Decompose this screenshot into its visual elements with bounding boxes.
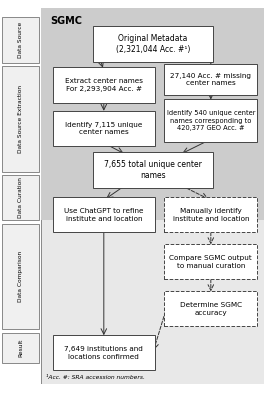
FancyBboxPatch shape [2,18,39,62]
Text: Manually identify
institute and location: Manually identify institute and location [172,208,249,222]
FancyBboxPatch shape [53,111,155,146]
FancyBboxPatch shape [53,68,155,103]
Text: Original Metadata
(2,321,044 Acc. #¹): Original Metadata (2,321,044 Acc. #¹) [116,34,190,54]
FancyBboxPatch shape [41,8,264,384]
FancyBboxPatch shape [2,175,39,220]
FancyBboxPatch shape [164,291,257,326]
Text: Identify 7,115 unique
center names: Identify 7,115 unique center names [65,122,143,135]
FancyBboxPatch shape [93,152,213,188]
FancyBboxPatch shape [164,244,257,280]
Text: Data Curation: Data Curation [18,178,23,218]
Text: 27,140 Acc. # missing
center names: 27,140 Acc. # missing center names [170,73,251,86]
Text: 7,649 institutions and
locations confirmed: 7,649 institutions and locations confirm… [64,346,143,360]
Text: Result: Result [18,339,23,358]
Text: Identify 540 unique center
names corresponding to
420,377 GEO Acc. #: Identify 540 unique center names corresp… [167,110,255,131]
FancyBboxPatch shape [2,224,39,330]
Text: Compare SGMC output
to manual curation: Compare SGMC output to manual curation [170,255,252,268]
Text: Data Comparison: Data Comparison [18,251,23,302]
Text: Determine SGMC
accuracy: Determine SGMC accuracy [180,302,242,316]
FancyBboxPatch shape [2,66,39,172]
FancyBboxPatch shape [164,99,257,142]
Text: Data Source Extraction: Data Source Extraction [18,85,23,153]
FancyBboxPatch shape [53,335,155,370]
Text: Data Source: Data Source [18,22,23,58]
FancyBboxPatch shape [41,8,264,220]
Text: Use ChatGPT to refine
institute and location: Use ChatGPT to refine institute and loca… [64,208,144,222]
Text: ¹Acc. #: SRA accession numbers.: ¹Acc. #: SRA accession numbers. [46,375,145,380]
Text: Extract center names
For 2,293,904 Acc. #: Extract center names For 2,293,904 Acc. … [65,78,143,92]
Text: SGMC: SGMC [50,16,82,26]
FancyBboxPatch shape [2,333,39,363]
FancyBboxPatch shape [164,197,257,232]
FancyBboxPatch shape [164,64,257,95]
FancyBboxPatch shape [93,26,213,62]
Text: 7,655 total unique center
names: 7,655 total unique center names [104,160,202,180]
FancyBboxPatch shape [53,197,155,232]
